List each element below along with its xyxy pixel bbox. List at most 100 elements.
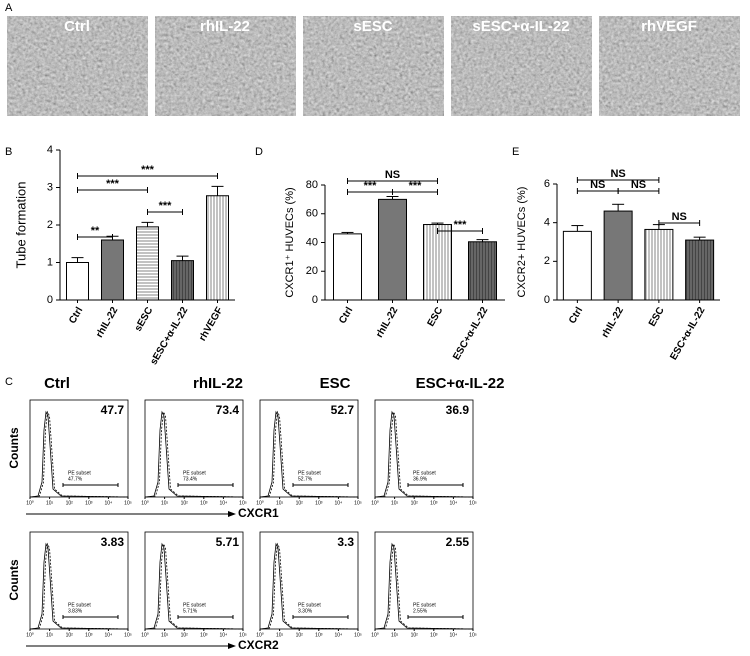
axis-tick-label: 10⁴ [335,632,343,638]
axis-tick-label: 10¹ [161,632,169,638]
panel-label: E [512,146,519,158]
bar [644,228,674,301]
micrograph [155,16,296,116]
axis-tick-label: 10⁰ [371,500,379,506]
gate-label: PE subset [68,602,91,608]
x-tick-label: sESC+α-IL-22 [148,305,190,367]
axis-tick-label: 10³ [430,632,438,638]
axis-tick-label: 10⁵ [239,500,247,506]
gate [177,483,234,487]
x-tick-label: sESC [133,305,156,333]
significance-bracket [77,173,218,179]
histogram [259,410,359,498]
histogram-isotype [146,542,245,630]
axis-tick-label: 10⁴ [105,632,113,638]
gate-percent: 2.55% [413,608,428,614]
plot-frame [374,399,474,498]
gate-label: PE subset [298,602,321,608]
significance-label: *** [409,180,423,192]
axis-tick-label: 10³ [315,500,323,506]
axis-tick-label: 10⁴ [220,500,228,506]
y-tick-label: 4 [544,217,550,229]
gate-value: 47.7 [101,403,125,417]
significance-bracket [347,178,438,184]
gate-label: PE subset [413,470,436,476]
axis-tick-label: 10⁰ [141,632,149,638]
significance-label: *** [364,180,378,192]
image-label: rhIL-22 [200,18,250,35]
axis-tick-label: 10² [411,632,419,638]
gate [407,483,464,487]
y-tick-label: 60 [306,208,318,220]
significance-bracket [617,188,660,194]
histogram [259,542,359,630]
y-tick-label: 3 [47,181,53,193]
gate-value: 3.83 [101,535,125,549]
axis-tick-label: 10⁴ [220,632,228,638]
y-tick-label: 0 [47,294,53,306]
gate-label: PE subset [183,602,206,608]
axis-tick-label: 10⁴ [335,500,343,506]
y-tick-label: 0 [544,294,550,306]
axis-tick-label: 10⁵ [354,632,362,638]
bar [333,233,362,301]
axis-tick-label: 10¹ [46,500,54,506]
axis-tick-label: 10⁵ [124,632,132,638]
axis-tick-label: 10³ [85,500,93,506]
axis-tick-label: 10¹ [161,500,169,506]
gate-label: PE subset [183,470,206,476]
x-tick-label: ESC [426,305,446,328]
histogram [29,542,129,630]
column-label: ESC [320,375,351,392]
axis-tick-label: 10² [66,500,74,506]
y-tick-label: 2 [47,219,53,231]
gate-value: 5.71 [216,535,240,549]
significance-label: ** [91,225,100,237]
histogram-isotype [31,542,130,630]
histogram-isotype [146,410,245,498]
axis-tick-label: 10⁴ [105,500,113,506]
significance-label: *** [454,219,468,231]
axis-tick-label: 10² [181,500,189,506]
column-label: rhIL-22 [193,375,243,392]
bar [423,224,452,301]
axis-tick-label: 10⁵ [239,632,247,638]
axis-tick-label: 10⁵ [469,632,477,638]
histogram-isotype [31,410,130,498]
axis-tick-label: 10⁰ [256,500,264,506]
y-axis-label: CXCR2+ HUVECs (%) [516,187,528,298]
significance-bracket [147,209,183,215]
image-label: sESC [353,18,392,35]
axis-tick-label: 10³ [315,632,323,638]
axis-tick-label: 10¹ [391,632,399,638]
x-tick-label: Ctrl [67,305,85,326]
gate-value: 3.3 [337,535,354,549]
significance-label: *** [141,164,155,176]
axis-tick-label: 10³ [200,632,208,638]
axis-tick-label: 10⁰ [371,632,379,638]
axis-tick-label: 10¹ [46,632,54,638]
micrograph [599,16,740,116]
gate-value: 36.9 [446,403,470,417]
axis-tick-label: 10³ [200,500,208,506]
gate-percent: 3.30% [298,608,313,614]
axis-tick-label: 10⁰ [26,500,34,506]
significance-label: NS [385,169,400,181]
axis-tick-label: 10² [411,500,419,506]
significance-label: NS [590,179,605,191]
axis-tick-label: 10⁵ [124,500,132,506]
significance-label: NS [631,179,646,191]
micrograph [7,16,148,116]
panel-label: A [5,2,13,14]
y-tick-label: 40 [306,236,318,248]
gate [292,615,349,619]
significance-bracket [576,177,660,183]
bar [562,230,592,301]
bar [101,239,124,301]
x-tick-label: rhVEGF [197,305,225,343]
gate [62,483,119,487]
image-label: sESC+α-IL-22 [472,18,569,35]
panel-label: D [255,146,263,158]
axis-tick-label: 10³ [430,500,438,506]
